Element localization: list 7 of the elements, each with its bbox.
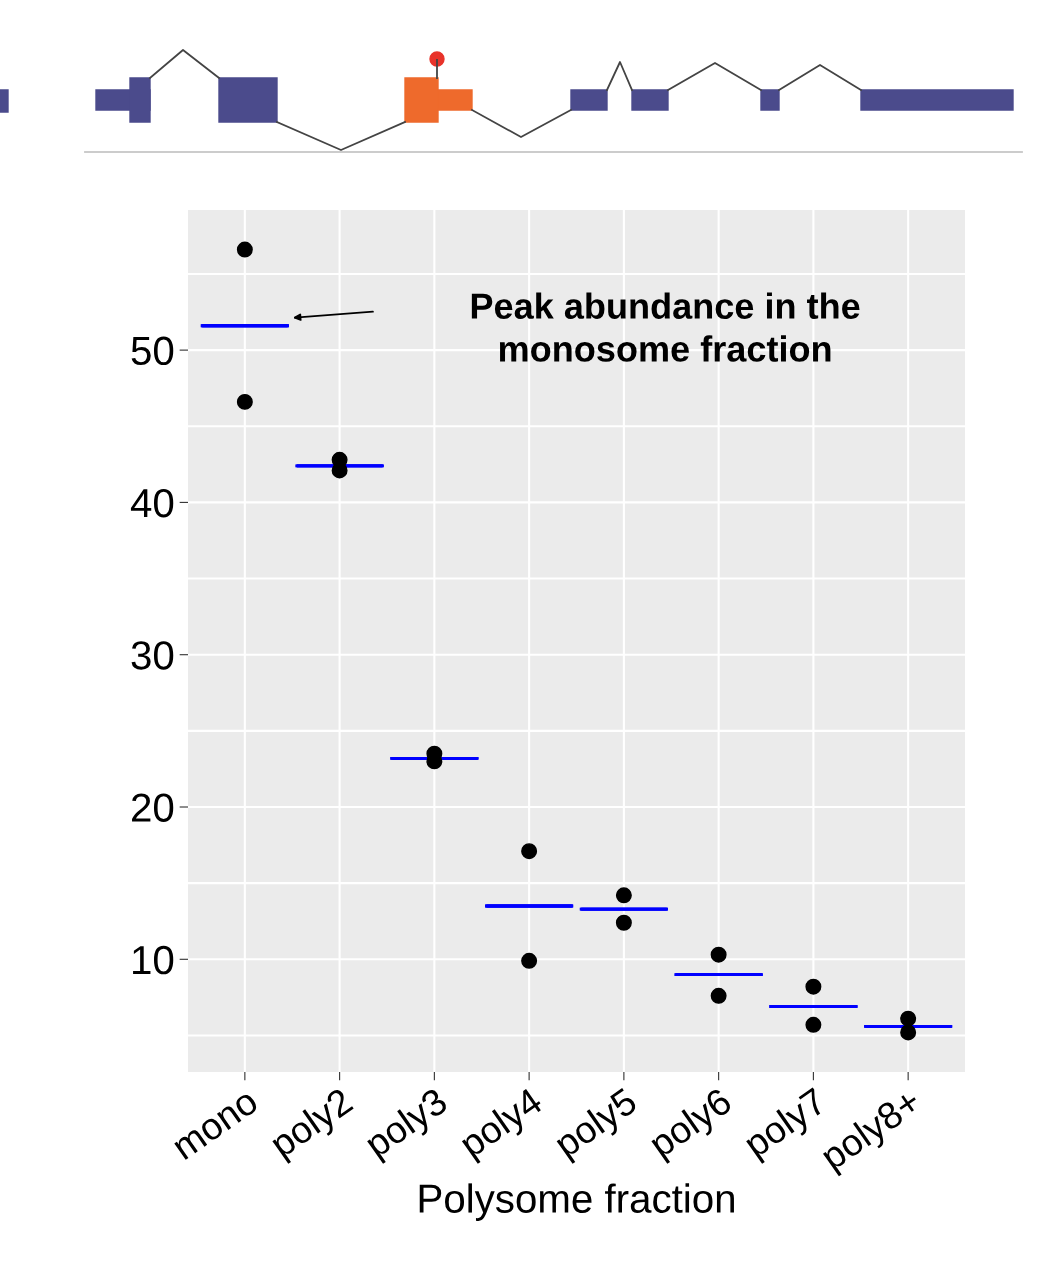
y-tick-label: 40 bbox=[130, 488, 174, 518]
annotation: Peak abundance in the monosome fraction bbox=[471, 292, 860, 362]
y-tick-label: 20 bbox=[132, 793, 174, 822]
y-tick-label: 30 bbox=[131, 641, 174, 670]
y-tick-label: 50 bbox=[131, 336, 174, 366]
x-axis-title: Polysome fraction bbox=[419, 1183, 734, 1221]
y-tick-label: 10 bbox=[133, 945, 174, 975]
